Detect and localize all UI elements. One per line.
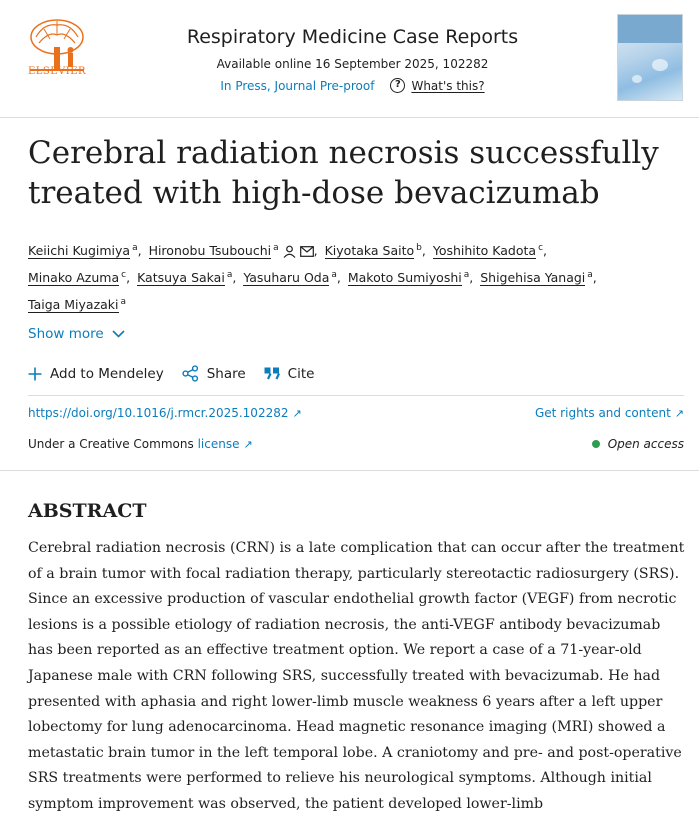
show-more-button[interactable]: Show more bbox=[28, 326, 125, 342]
author-link[interactable]: Makoto Sumiyoshi a bbox=[347, 270, 470, 287]
doi-link[interactable]: https://doi.org/10.1016/j.rmcr.2025.1022… bbox=[28, 406, 302, 420]
article-title: Cerebral radiation necrosis successfully… bbox=[28, 135, 659, 211]
cover-decoration bbox=[652, 59, 668, 71]
article-actions: Add to Mendeley Share Cite bbox=[28, 365, 332, 382]
cite-label: Cite bbox=[287, 365, 315, 382]
external-link-icon: ↗ bbox=[243, 438, 253, 451]
author-link[interactable]: Yasuharu Oda a bbox=[243, 270, 337, 287]
whats-this-label: What's this? bbox=[411, 78, 485, 93]
corresponding-author-icons bbox=[283, 245, 314, 259]
author-link[interactable]: Katsuya Sakai a bbox=[137, 270, 233, 287]
author-link[interactable]: Minako Azuma c bbox=[28, 270, 127, 287]
add-to-mendeley-label: Add to Mendeley bbox=[50, 365, 164, 382]
cover-decoration bbox=[632, 75, 642, 83]
license-row: Under a Creative Commons license ↗ Open a… bbox=[28, 437, 684, 451]
cite-button[interactable]: Cite bbox=[264, 365, 315, 382]
plus-icon bbox=[28, 367, 42, 380]
envelope-icon[interactable] bbox=[299, 246, 314, 258]
header-divider bbox=[0, 117, 699, 118]
abstract-heading: ABSTRACT bbox=[28, 500, 147, 522]
doi-row: https://doi.org/10.1016/j.rmcr.2025.1022… bbox=[28, 406, 684, 420]
author-link[interactable]: Taiga Miyazaki a bbox=[28, 297, 127, 314]
chevron-down-icon bbox=[112, 330, 125, 338]
open-access-dot-icon bbox=[591, 440, 600, 448]
section-divider bbox=[0, 470, 699, 471]
show-more-label: Show more bbox=[28, 326, 104, 342]
journal-title-link[interactable]: Respiratory Medicine Case Reports bbox=[186, 26, 519, 48]
article-status-row: In Press, Journal Pre-proof ? What's thi… bbox=[130, 78, 575, 93]
author-list: Keiichi Kugimiya a, Hironobu Tsubouchi a, … bbox=[28, 243, 597, 314]
quote-icon bbox=[264, 367, 280, 380]
available-online-text: Available online 16 September 2025, 1022… bbox=[216, 57, 489, 71]
actions-divider bbox=[28, 395, 684, 396]
share-label: Share bbox=[206, 365, 246, 382]
get-rights-link[interactable]: Get rights and content ↗ bbox=[534, 406, 684, 420]
license-link[interactable]: license ↗ bbox=[197, 437, 253, 451]
author-link[interactable]: Hironobu Tsubouchi a bbox=[148, 243, 279, 260]
share-button[interactable]: Share bbox=[182, 365, 246, 382]
author-link[interactable]: Shigehisa Yanagi a bbox=[480, 270, 593, 287]
license-text: Under a Creative Commons license ↗ bbox=[28, 437, 253, 451]
cover-band bbox=[618, 15, 682, 43]
open-access-badge: Open access bbox=[591, 437, 684, 451]
whats-this-button[interactable]: ? What's this? bbox=[390, 78, 485, 93]
author-link[interactable]: Kiyotaka Saito b bbox=[324, 243, 422, 260]
elsevier-wordmark: ELSEVIER bbox=[27, 66, 87, 77]
author-link[interactable]: Yoshihito Kadota c bbox=[432, 243, 544, 260]
journal-cover-image[interactable] bbox=[617, 14, 683, 101]
elsevier-tree-logo[interactable] bbox=[24, 10, 90, 80]
external-link-icon: ↗ bbox=[674, 407, 684, 420]
journal-status-link[interactable]: In Press, Journal Pre-proof bbox=[220, 78, 375, 93]
share-icon bbox=[182, 365, 198, 382]
question-circle-icon: ? bbox=[390, 78, 406, 93]
abstract-text: Cerebral radiation necrosis (CRN) is a l… bbox=[28, 540, 685, 812]
open-access-label: Open access bbox=[607, 437, 684, 451]
author-link[interactable]: Keiichi Kugimiya a bbox=[28, 243, 138, 260]
add-to-mendeley-button[interactable]: Add to Mendeley bbox=[28, 366, 164, 382]
page-header: ELSEVIER Respiratory Medicine Case Repor… bbox=[0, 0, 699, 110]
person-icon bbox=[283, 245, 296, 259]
external-link-icon: ↗ bbox=[292, 407, 302, 420]
